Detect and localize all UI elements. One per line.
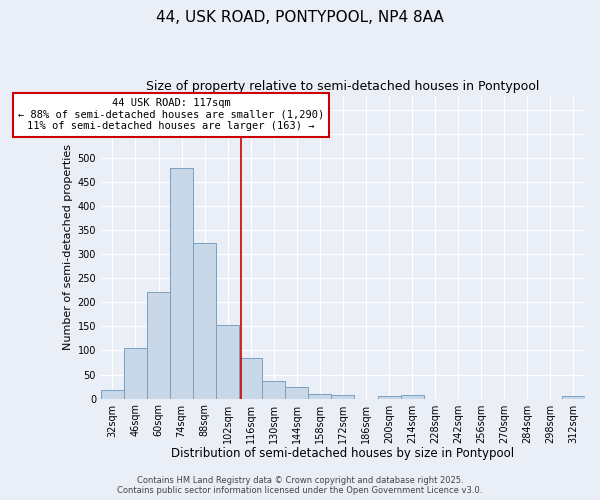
Bar (124, 348, 147, 399)
Bar (147, 292, 170, 399)
Bar (331, 395, 355, 398)
Bar (170, 168, 193, 398)
X-axis label: Distribution of semi-detached houses by size in Pontypool: Distribution of semi-detached houses by … (172, 447, 515, 460)
Bar (239, 358, 262, 399)
Bar (377, 396, 401, 398)
Text: 44 USK ROAD: 117sqm
← 88% of semi-detached houses are smaller (1,290)
11% of sem: 44 USK ROAD: 117sqm ← 88% of semi-detach… (18, 98, 324, 132)
Bar (101, 390, 124, 398)
Bar (562, 396, 585, 398)
Y-axis label: Number of semi-detached properties: Number of semi-detached properties (63, 144, 73, 350)
Bar (216, 326, 239, 398)
Bar (308, 394, 331, 398)
Text: 44, USK ROAD, PONTYPOOL, NP4 8AA: 44, USK ROAD, PONTYPOOL, NP4 8AA (156, 10, 444, 25)
Bar (193, 243, 216, 398)
Bar (286, 386, 308, 398)
Title: Size of property relative to semi-detached houses in Pontypool: Size of property relative to semi-detach… (146, 80, 539, 93)
Bar (262, 381, 286, 398)
Bar (401, 394, 424, 398)
Text: Contains HM Land Registry data © Crown copyright and database right 2025.
Contai: Contains HM Land Registry data © Crown c… (118, 476, 482, 495)
